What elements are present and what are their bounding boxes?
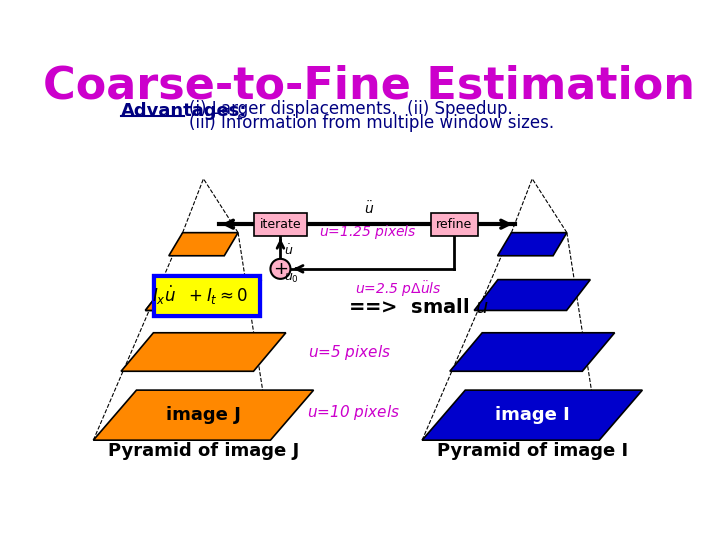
FancyBboxPatch shape — [154, 276, 261, 316]
Text: $u_0$: $u_0$ — [284, 272, 299, 285]
Text: $\ddot{u}$: $\ddot{u}$ — [364, 200, 374, 217]
Text: Pyramid of image J: Pyramid of image J — [108, 442, 299, 460]
Text: iterate: iterate — [260, 218, 301, 231]
Polygon shape — [94, 390, 314, 440]
Polygon shape — [145, 280, 261, 310]
Text: refine: refine — [436, 218, 472, 231]
Text: Pyramid of image I: Pyramid of image I — [436, 442, 628, 460]
Text: $u$=2.5 p$\Delta\ddot{u}$ls: $u$=2.5 p$\Delta\ddot{u}$ls — [355, 280, 442, 300]
Text: image J: image J — [166, 406, 241, 424]
FancyBboxPatch shape — [253, 213, 307, 236]
Text: Coarse-to-Fine Estimation: Coarse-to-Fine Estimation — [43, 65, 695, 108]
Text: (iii) Information from multiple window sizes.: (iii) Information from multiple window s… — [189, 113, 554, 132]
FancyBboxPatch shape — [431, 213, 478, 236]
Polygon shape — [422, 390, 642, 440]
FancyBboxPatch shape — [154, 276, 261, 316]
Polygon shape — [145, 280, 261, 310]
Text: ==>  small $\dot{u}$: ==> small $\dot{u}$ — [348, 296, 490, 318]
Text: $I_x\dot{u}\ \ +I_t\approx 0$: $I_x\dot{u}\ \ +I_t\approx 0$ — [152, 284, 248, 307]
Polygon shape — [168, 233, 238, 256]
Polygon shape — [450, 333, 615, 372]
Text: (i) Larger displacements.  (ii) Speedup.: (i) Larger displacements. (ii) Speedup. — [189, 100, 513, 118]
Text: $u$=1.25 pixels: $u$=1.25 pixels — [319, 223, 416, 241]
Text: $u$=5 pixels: $u$=5 pixels — [308, 342, 392, 361]
Text: Advantages:: Advantages: — [121, 102, 248, 120]
Polygon shape — [474, 280, 590, 310]
Text: +: + — [273, 260, 288, 278]
Text: image I: image I — [495, 406, 570, 424]
Polygon shape — [121, 333, 286, 372]
Polygon shape — [498, 233, 567, 256]
Circle shape — [271, 259, 290, 279]
Text: $\dot{u}$: $\dot{u}$ — [284, 244, 293, 259]
Text: $u$=10 pixels: $u$=10 pixels — [307, 403, 400, 422]
